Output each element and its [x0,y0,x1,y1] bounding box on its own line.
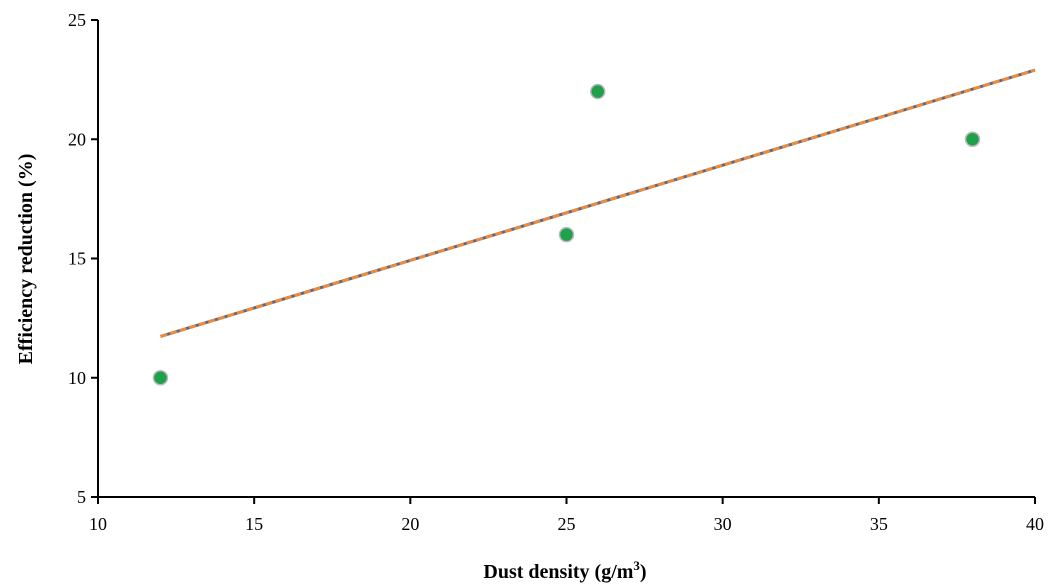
x-tick-label: 20 [401,514,419,534]
data-point [964,131,981,147]
axes [97,20,1035,498]
trendline-group [160,68,1036,338]
data-point [558,226,575,243]
y-tick-label: 10 [68,368,86,388]
y-ticks: 5 10 15 20 25 [68,10,98,507]
x-tick-label: 15 [245,514,263,534]
x-tick-label: 25 [558,514,576,534]
data-points [152,83,981,386]
y-tick-label: 20 [68,129,86,149]
y-tick-label: 25 [68,10,86,30]
y-axis-title: Efficiency reduction (%) [15,154,37,365]
data-point [152,370,169,386]
x-tick-label: 35 [870,514,888,534]
x-tick-label: 10 [89,514,107,534]
y-tick-label: 15 [68,249,86,269]
data-point [589,83,606,100]
trendline [160,68,1036,338]
x-tick-label: 40 [1026,514,1044,534]
y-tick-label: 5 [77,487,86,507]
x-axis-title: Dust density (g/m3) [483,558,646,583]
x-tick-label: 30 [714,514,732,534]
x-ticks: 10 15 20 25 30 35 40 [89,497,1044,534]
